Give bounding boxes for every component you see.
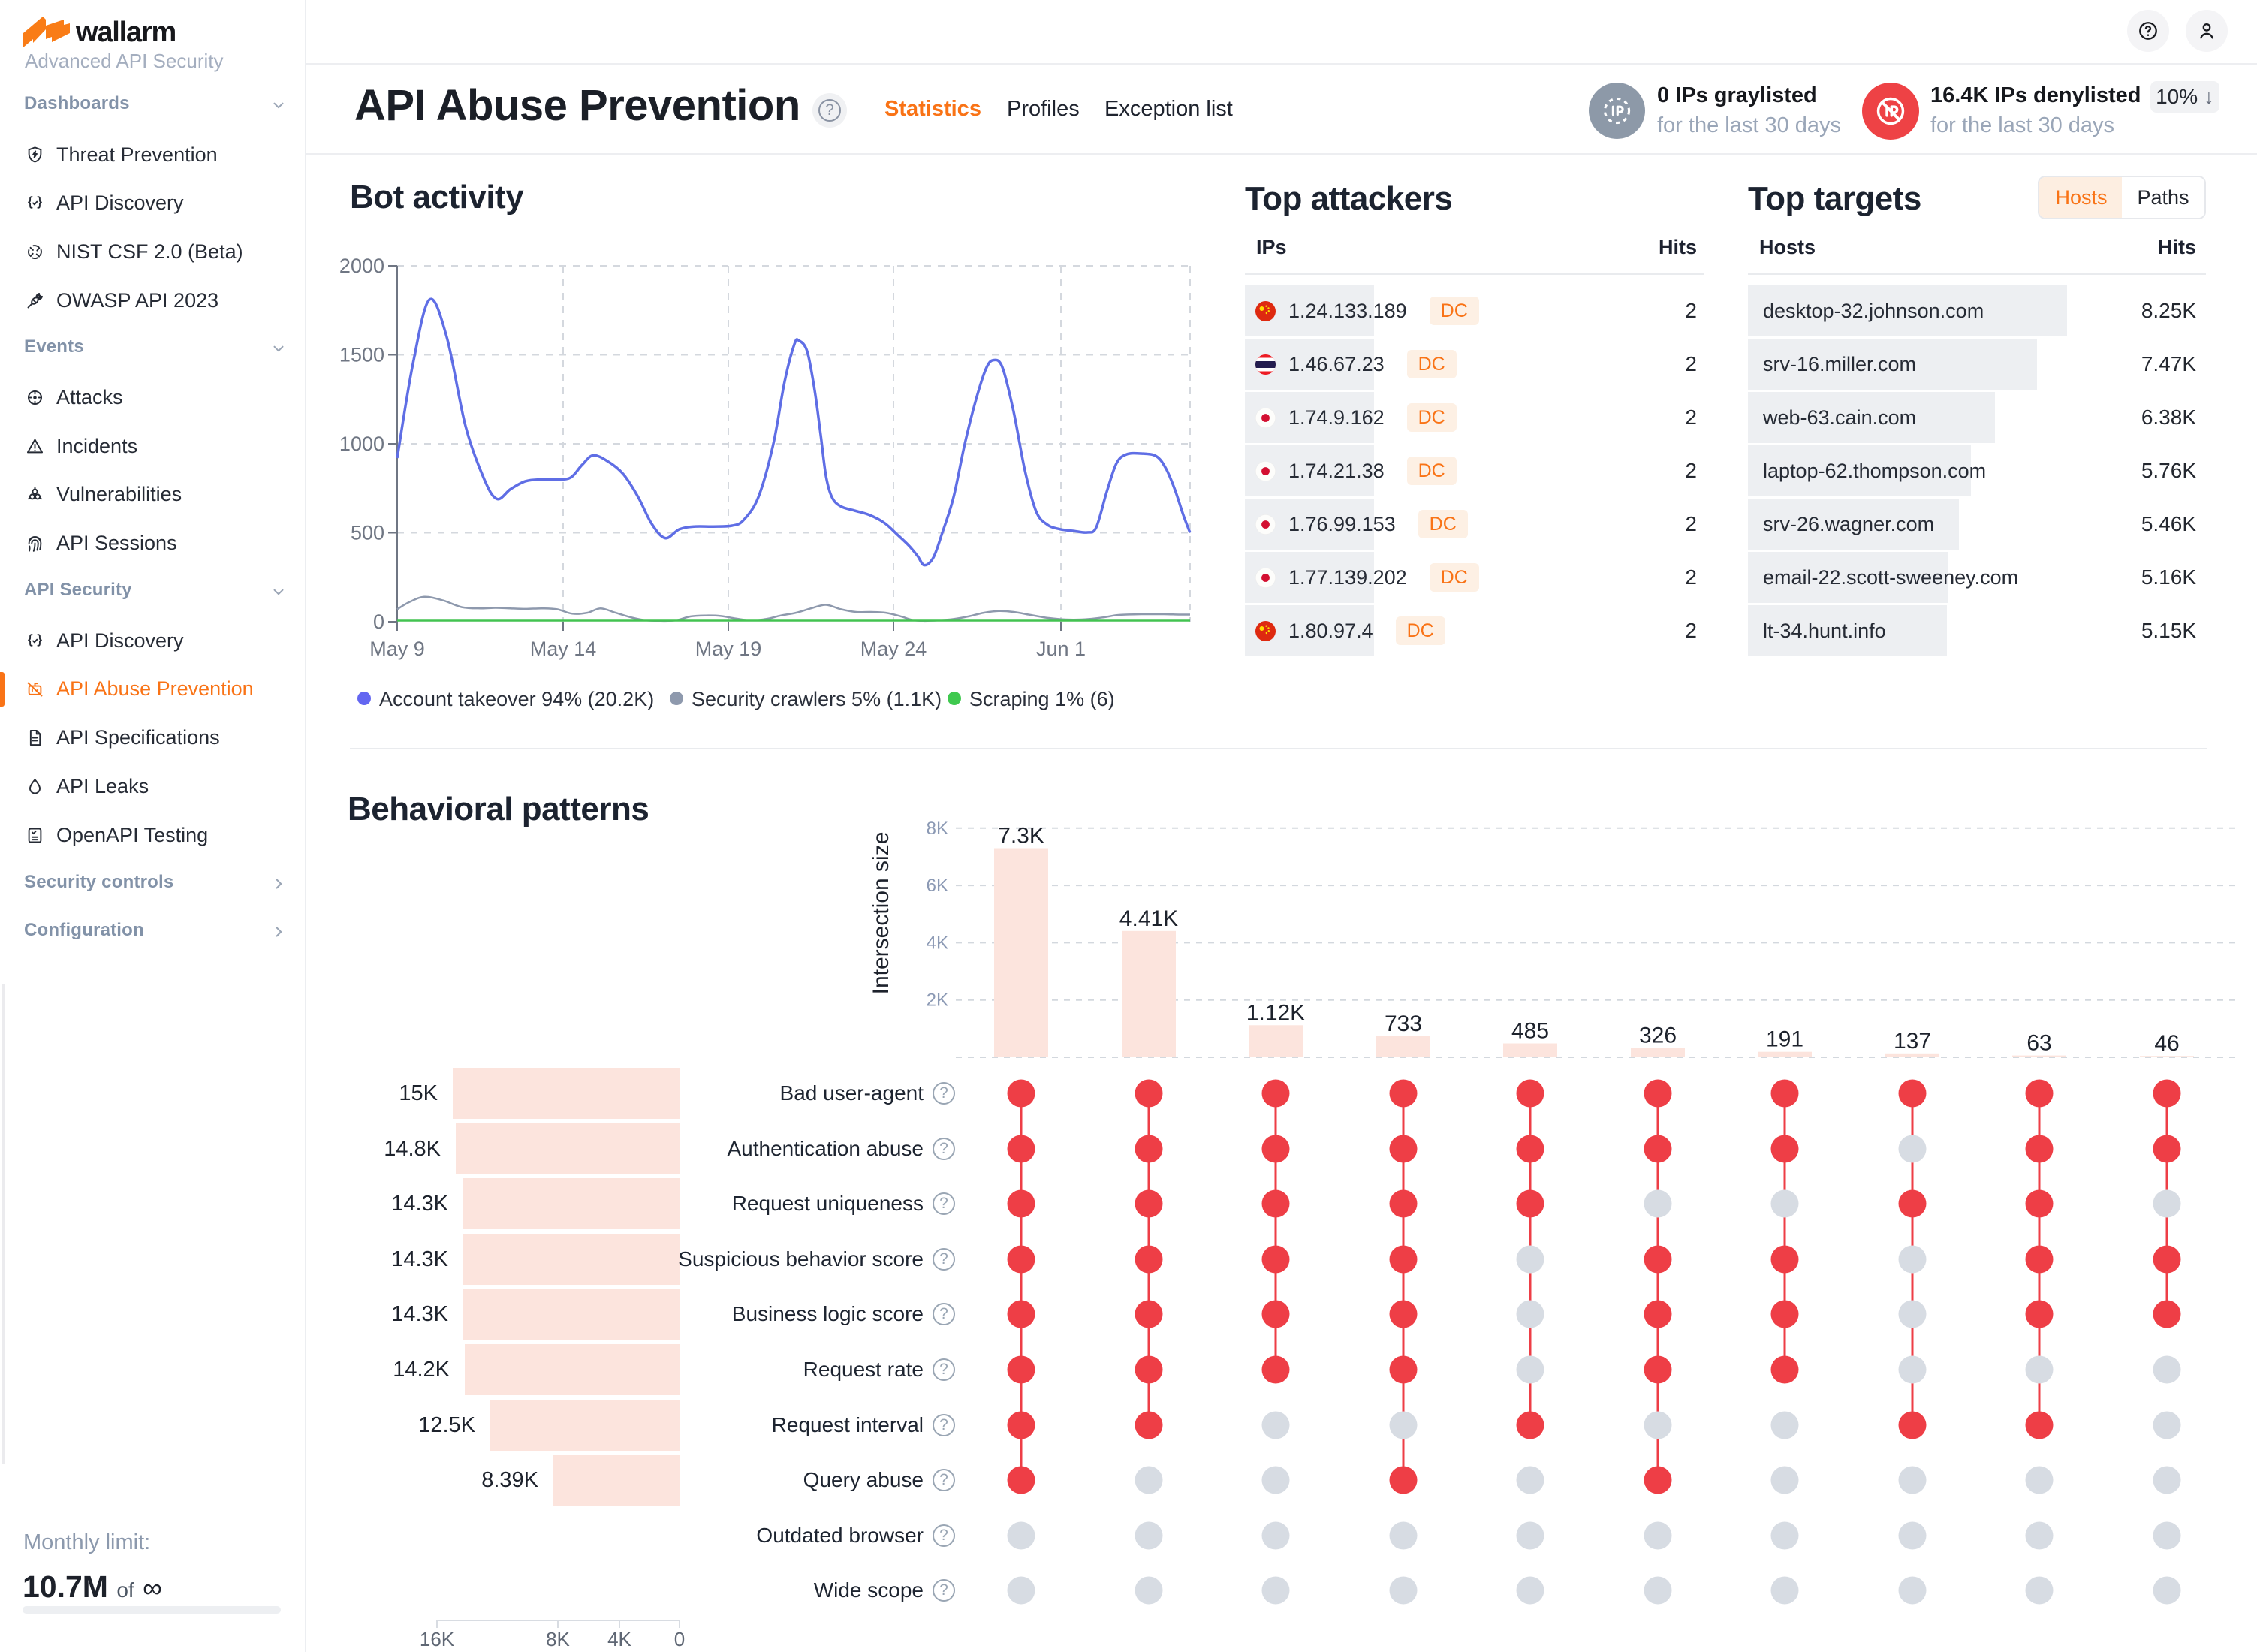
svg-text:2K: 2K [927,990,948,1011]
svg-text:0: 0 [674,1628,685,1650]
svg-text:0: 0 [373,610,384,633]
svg-text:May 14: May 14 [530,638,597,660]
svg-text:16K: 16K [420,1628,455,1650]
svg-text:485: 485 [1511,1019,1549,1044]
svg-text:500: 500 [351,522,384,544]
svg-text:4K: 4K [927,933,948,953]
svg-text:8K: 8K [927,818,948,839]
svg-text:May 9: May 9 [369,638,425,660]
svg-text:63: 63 [2026,1031,2051,1056]
svg-text:4K: 4K [607,1628,631,1650]
svg-text:Intersection size: Intersection size [869,832,893,995]
svg-text:1000: 1000 [339,433,384,455]
svg-text:1500: 1500 [339,344,384,366]
svg-text:733: 733 [1385,1011,1422,1036]
svg-text:46: 46 [2154,1031,2179,1056]
svg-text:1.12K: 1.12K [1246,1000,1305,1025]
svg-text:6K: 6K [927,876,948,896]
svg-text:4.41K: 4.41K [1119,906,1178,931]
svg-text:May 24: May 24 [860,638,927,660]
svg-text:191: 191 [1766,1027,1803,1052]
svg-text:326: 326 [1639,1023,1677,1048]
svg-text:7.3K: 7.3K [998,824,1044,849]
svg-text:8K: 8K [546,1628,570,1650]
svg-text:May 19: May 19 [695,638,762,660]
svg-text:wallarm: wallarm [75,17,176,48]
svg-text:137: 137 [1894,1029,1931,1054]
svg-text:2000: 2000 [339,255,384,277]
svg-text:Jun 1: Jun 1 [1036,638,1086,660]
